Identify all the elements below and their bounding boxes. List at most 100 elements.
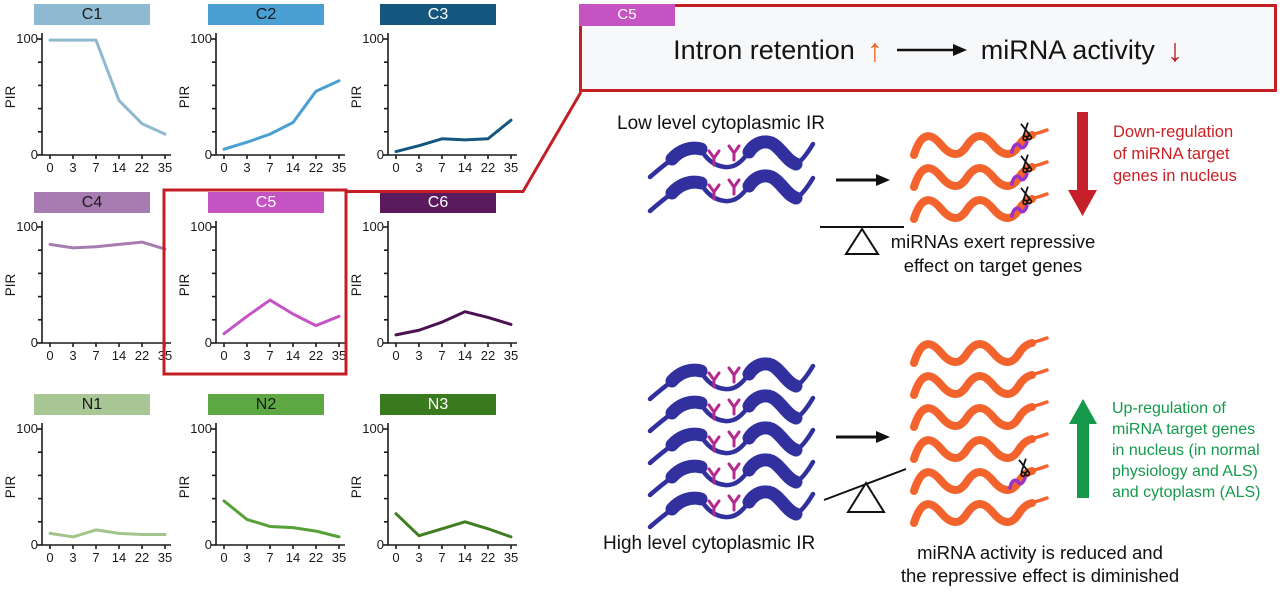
svg-text:35: 35 [158, 550, 172, 565]
mrna-target-icon [914, 338, 1047, 363]
svg-text:7: 7 [438, 348, 445, 363]
svg-text:7: 7 [92, 348, 99, 363]
mirna-activity-text: miRNA activity [980, 34, 1155, 65]
chart-panel-N3: N3 100 0 PIR 0 3 7 14 22 35 [349, 394, 522, 576]
svg-text:0: 0 [31, 147, 38, 162]
svg-text:PIR: PIR [178, 86, 192, 109]
svg-text:100: 100 [190, 31, 212, 46]
svg-text:14: 14 [112, 550, 126, 565]
pir-line-chart-C1: 100 0 PIR 0 3 7 14 22 35 [3, 31, 172, 175]
svg-text:0: 0 [46, 348, 53, 363]
svg-text:100: 100 [16, 421, 38, 436]
svg-text:35: 35 [158, 348, 172, 363]
svg-text:0: 0 [377, 147, 384, 162]
svg-text:0: 0 [392, 160, 399, 175]
svg-text:22: 22 [481, 160, 495, 175]
svg-text:PIR: PIR [4, 476, 18, 499]
svg-text:22: 22 [309, 550, 323, 565]
svg-text:0: 0 [392, 550, 399, 565]
svg-text:100: 100 [362, 219, 384, 234]
svg-text:14: 14 [458, 348, 472, 363]
svg-text:35: 35 [332, 348, 346, 363]
svg-text:0: 0 [392, 348, 399, 363]
svg-text:14: 14 [458, 160, 472, 175]
svg-text:7: 7 [266, 550, 273, 565]
svg-text:35: 35 [504, 550, 518, 565]
svg-text:0: 0 [205, 335, 212, 350]
svg-text:22: 22 [309, 348, 323, 363]
intron-retained-transcript-icon [650, 460, 813, 495]
pir-line-chart-N2: 100 0 PIR 0 3 7 14 22 35 [177, 421, 346, 565]
svg-text:0: 0 [205, 147, 212, 162]
svg-text:14: 14 [286, 160, 300, 175]
balance-seesaw-level-icon [820, 226, 904, 255]
pir-line-chart-N1: 100 0 PIR 0 3 7 14 22 35 [3, 421, 172, 565]
svg-text:3: 3 [69, 348, 76, 363]
high-caption: miRNA activity is reduced and [917, 542, 1163, 563]
svg-text:22: 22 [135, 160, 149, 175]
panel-header-C3: C3 [380, 4, 496, 25]
panel-header-N3: N3 [380, 394, 496, 415]
svg-text:3: 3 [69, 550, 76, 565]
svg-text:7: 7 [92, 160, 99, 175]
chart-panel-N1: N1 100 0 PIR 0 3 7 14 22 35 [3, 394, 176, 576]
pir-line-chart-C6: 100 0 PIR 0 3 7 14 22 35 [349, 219, 518, 363]
svg-text:3: 3 [415, 160, 422, 175]
svg-text:7: 7 [92, 550, 99, 565]
up-regulation-note: miRNA target genes [1112, 421, 1255, 438]
intron-retained-transcript-icon [650, 142, 813, 177]
up-regulation-note: Up-regulation of [1112, 400, 1226, 417]
down-regulation-note: Down-regulation [1113, 123, 1233, 141]
right-arrow-icon [896, 44, 967, 56]
panel-header-N1: N1 [34, 394, 150, 415]
svg-text:14: 14 [458, 550, 472, 565]
up-regulation-note: in nucleus (in normal [1112, 442, 1260, 459]
svg-text:PIR: PIR [350, 476, 364, 499]
summary-banner: C5 Intron retention ↑ miRNA activity ↓ [579, 4, 1277, 92]
down-regulation-note: of miRNA target [1113, 145, 1230, 163]
panel-header-C4: C4 [34, 192, 150, 213]
low-caption: effect on target genes [904, 255, 1083, 276]
svg-text:0: 0 [31, 335, 38, 350]
intron-retention-text: Intron retention [673, 34, 855, 65]
svg-text:35: 35 [158, 160, 172, 175]
panel-header-N2: N2 [208, 394, 324, 415]
svg-text:100: 100 [16, 31, 38, 46]
balance-seesaw-tilted-icon [823, 468, 907, 513]
svg-text:22: 22 [481, 550, 495, 565]
svg-text:PIR: PIR [350, 274, 364, 297]
svg-text:0: 0 [205, 537, 212, 552]
chart-panel-C3: C3 100 0 PIR 0 3 7 14 22 35 [349, 4, 522, 186]
svg-text:7: 7 [438, 160, 445, 175]
svg-text:PIR: PIR [4, 274, 18, 297]
up-regulation-note: physiology and ALS) [1112, 463, 1258, 480]
up-arrow-icon: ↑ [866, 32, 883, 68]
svg-text:100: 100 [190, 421, 212, 436]
intron-retained-transcript-icon [650, 364, 813, 399]
svg-text:35: 35 [332, 160, 346, 175]
svg-text:PIR: PIR [4, 86, 18, 109]
panel-header-C2: C2 [208, 4, 324, 25]
svg-text:100: 100 [190, 219, 212, 234]
pir-line-chart-N3: 100 0 PIR 0 3 7 14 22 35 [349, 421, 518, 565]
svg-text:35: 35 [504, 348, 518, 363]
svg-text:100: 100 [362, 421, 384, 436]
svg-text:0: 0 [31, 537, 38, 552]
svg-text:3: 3 [243, 348, 250, 363]
svg-text:0: 0 [46, 550, 53, 565]
svg-text:22: 22 [135, 348, 149, 363]
mrna-target-icon [914, 370, 1047, 395]
svg-text:PIR: PIR [350, 86, 364, 109]
svg-text:0: 0 [220, 550, 227, 565]
arrow-right-icon [836, 431, 890, 443]
svg-text:3: 3 [415, 348, 422, 363]
svg-text:PIR: PIR [178, 476, 192, 499]
down-arrow-icon: ↓ [1166, 32, 1183, 68]
chart-panel-C4: C4 100 0 PIR 0 3 7 14 22 35 [3, 192, 176, 374]
svg-text:35: 35 [332, 550, 346, 565]
high-ir-label: High level cytoplasmic IR [603, 533, 815, 554]
low-ir-label: Low level cytoplasmic IR [617, 113, 825, 134]
pir-line-chart-C3: 100 0 PIR 0 3 7 14 22 35 [349, 31, 518, 175]
pir-line-chart-C5: 100 0 PIR 0 3 7 14 22 35 [177, 219, 346, 363]
